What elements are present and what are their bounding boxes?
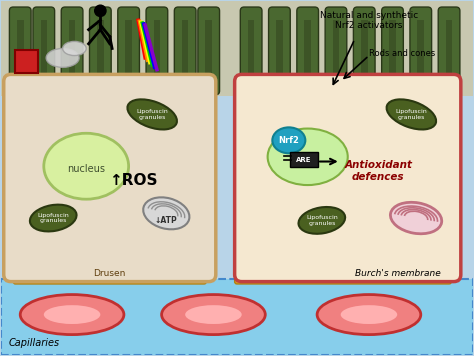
FancyBboxPatch shape [146, 7, 168, 95]
Text: ↑ROS: ↑ROS [109, 173, 157, 188]
Text: Lipofuscin
granules: Lipofuscin granules [137, 109, 168, 120]
FancyBboxPatch shape [276, 20, 283, 86]
FancyBboxPatch shape [90, 7, 111, 95]
Text: Burch's membrane: Burch's membrane [355, 269, 440, 278]
FancyBboxPatch shape [325, 7, 347, 95]
Ellipse shape [44, 305, 100, 324]
FancyBboxPatch shape [198, 7, 219, 95]
FancyBboxPatch shape [182, 20, 189, 86]
Ellipse shape [268, 129, 348, 185]
FancyBboxPatch shape [240, 7, 262, 95]
FancyBboxPatch shape [410, 7, 432, 95]
Ellipse shape [185, 305, 242, 324]
Ellipse shape [128, 99, 177, 130]
FancyBboxPatch shape [1, 1, 473, 95]
Ellipse shape [391, 202, 442, 234]
FancyBboxPatch shape [205, 20, 212, 86]
FancyBboxPatch shape [154, 20, 160, 86]
FancyBboxPatch shape [17, 20, 24, 86]
FancyBboxPatch shape [389, 20, 396, 86]
FancyBboxPatch shape [97, 20, 104, 86]
Circle shape [95, 5, 106, 16]
Text: Lipofuscin
granules: Lipofuscin granules [306, 215, 337, 226]
FancyBboxPatch shape [235, 271, 451, 284]
Ellipse shape [387, 99, 436, 130]
FancyBboxPatch shape [69, 20, 75, 86]
FancyBboxPatch shape [118, 7, 139, 95]
Text: Rods and cones: Rods and cones [369, 49, 435, 58]
Ellipse shape [20, 294, 124, 335]
Text: ARE: ARE [296, 157, 312, 163]
FancyBboxPatch shape [438, 7, 460, 95]
FancyBboxPatch shape [361, 20, 367, 86]
Ellipse shape [317, 294, 421, 335]
Ellipse shape [273, 127, 305, 153]
FancyBboxPatch shape [174, 7, 196, 95]
Text: Drusen: Drusen [93, 269, 126, 278]
Text: ↓ATP: ↓ATP [155, 216, 178, 225]
FancyBboxPatch shape [354, 7, 375, 95]
Ellipse shape [30, 205, 76, 231]
FancyBboxPatch shape [248, 20, 255, 86]
Ellipse shape [143, 197, 190, 229]
Ellipse shape [341, 305, 397, 324]
FancyBboxPatch shape [297, 7, 319, 95]
Text: Capillaries: Capillaries [9, 337, 60, 347]
Text: Nrf2: Nrf2 [278, 136, 299, 145]
FancyBboxPatch shape [61, 7, 83, 95]
FancyBboxPatch shape [418, 20, 424, 86]
FancyBboxPatch shape [269, 7, 290, 95]
Ellipse shape [46, 48, 79, 67]
FancyBboxPatch shape [304, 20, 311, 86]
FancyBboxPatch shape [382, 7, 403, 95]
Text: nucleus: nucleus [67, 163, 105, 174]
FancyBboxPatch shape [33, 7, 55, 95]
Ellipse shape [63, 41, 86, 56]
FancyBboxPatch shape [1, 279, 473, 355]
FancyBboxPatch shape [333, 20, 339, 86]
FancyBboxPatch shape [9, 7, 31, 95]
Ellipse shape [299, 207, 345, 234]
Text: Natural and synthetic
Nrf2 activators: Natural and synthetic Nrf2 activators [320, 11, 418, 30]
FancyBboxPatch shape [235, 74, 461, 282]
Text: Lipofuscin
granules: Lipofuscin granules [395, 109, 427, 120]
FancyBboxPatch shape [4, 74, 216, 282]
FancyBboxPatch shape [290, 152, 318, 167]
FancyBboxPatch shape [40, 20, 47, 86]
Ellipse shape [44, 133, 128, 199]
FancyBboxPatch shape [15, 50, 37, 73]
FancyBboxPatch shape [13, 271, 206, 284]
Text: Lipofuscin
granules: Lipofuscin granules [37, 213, 69, 224]
Text: Antioxidant
defences: Antioxidant defences [345, 160, 412, 182]
Ellipse shape [162, 294, 265, 335]
FancyBboxPatch shape [446, 20, 452, 86]
FancyBboxPatch shape [125, 20, 132, 86]
